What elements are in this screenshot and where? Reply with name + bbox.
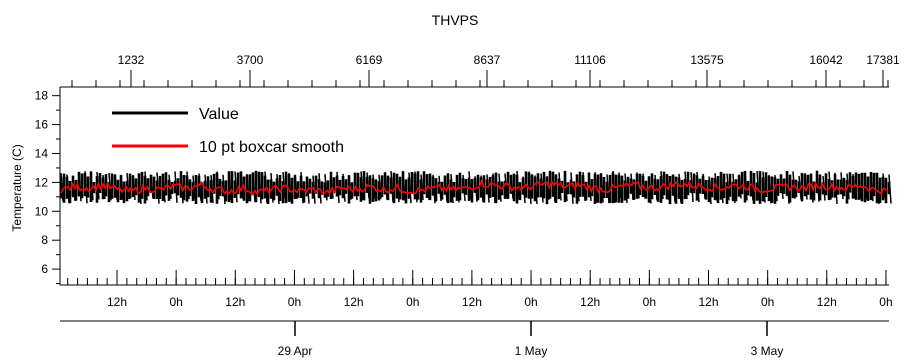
hour-tick-label: 0h	[524, 295, 537, 309]
y-tick-label: 16	[35, 118, 49, 132]
y-tick-label: 6	[41, 262, 48, 276]
date-tick-label: 1 May	[515, 344, 548, 358]
top-axis: 1232 3700 6169 8637 11106 13575 16042 17381	[60, 53, 900, 88]
hour-tick-label: 0h	[169, 295, 182, 309]
hour-tick-label: 12h	[462, 295, 482, 309]
y-tick-label: 12	[35, 175, 49, 189]
hour-tick-label: 0h	[288, 295, 301, 309]
y-tick-label: 18	[35, 89, 49, 103]
hour-tick-label: 12h	[107, 295, 127, 309]
plot-area	[59, 170, 892, 205]
y-tick-label: 8	[41, 233, 48, 247]
hour-tick-label: 0h	[643, 295, 656, 309]
y-tick-label: 10	[35, 204, 49, 218]
top-tick-label: 1232	[118, 53, 145, 67]
chart-title: THVPS	[432, 12, 479, 28]
hour-tick-label: 12h	[344, 295, 364, 309]
hour-tick-label: 0h	[406, 295, 419, 309]
legend-label: Value	[199, 106, 239, 123]
date-tick-label: 29 Apr	[278, 344, 313, 358]
top-tick-label: 3700	[237, 53, 264, 67]
smooth-series	[60, 178, 889, 196]
hour-tick-label: 0h	[761, 295, 774, 309]
date-axis: 29 Apr 1 May 3 May	[60, 320, 889, 358]
hour-tick-label: 12h	[817, 295, 837, 309]
left-axis: 6 8 10 12 14 16 18	[35, 87, 61, 285]
hour-tick-label: 0h	[879, 295, 892, 309]
y-axis-label: Temperature (C)	[10, 144, 24, 231]
legend: Value 10 pt boxcar smooth	[112, 106, 344, 156]
hour-tick-label: 12h	[580, 295, 600, 309]
y-tick-label: 14	[35, 146, 49, 160]
hour-tick-label: 12h	[225, 295, 245, 309]
date-tick-label: 3 May	[751, 344, 784, 358]
top-tick-label: 16042	[809, 53, 843, 67]
top-tick-label: 13575	[690, 53, 724, 67]
top-tick-label: 8637	[474, 53, 501, 67]
bottom-axis: 12h 0h 12h 0h 12h 0h 12h 0h 12h 0h 12h 0h 12h 0h	[60, 270, 893, 309]
top-tick-label: 11106	[574, 53, 606, 67]
hour-tick-label: 12h	[698, 295, 718, 309]
legend-label: 10 pt boxcar smooth	[199, 139, 344, 156]
top-tick-label: 17381	[866, 53, 900, 67]
top-tick-label: 6169	[356, 53, 383, 67]
